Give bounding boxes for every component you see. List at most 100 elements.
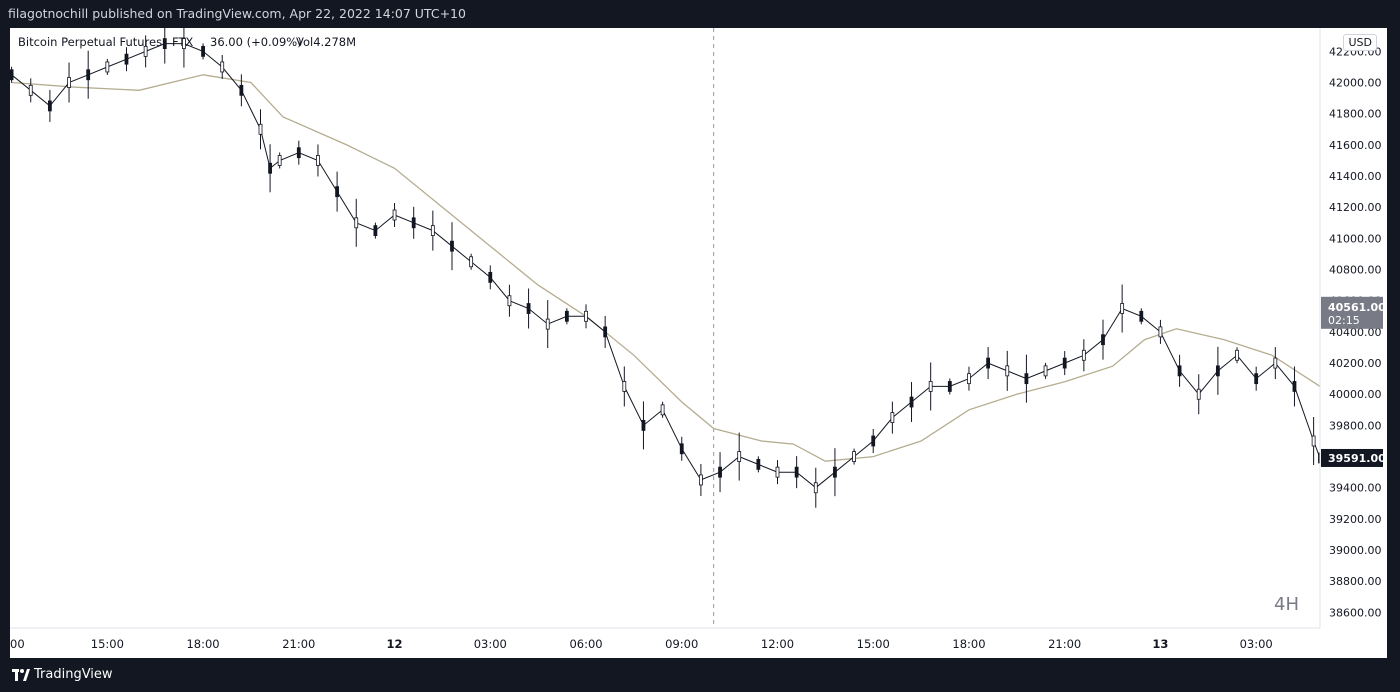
candle-body [201, 45, 205, 57]
candle-body [1043, 365, 1048, 377]
candle-body [1292, 381, 1297, 392]
candle-body [268, 162, 272, 174]
candle-body [124, 53, 129, 65]
publish-header: filagotnochill published on TradingView.… [0, 0, 1400, 28]
candle-body [909, 396, 914, 408]
candle-body [1311, 435, 1316, 447]
candle-body [392, 209, 397, 221]
candle-body [1062, 357, 1067, 369]
candle-body [296, 147, 301, 159]
y-tick-label: 39800.00 [1329, 419, 1382, 432]
candle-body [794, 466, 799, 478]
candle-body [1158, 326, 1163, 338]
tradingview-logo-icon [12, 668, 30, 681]
y-tick-label: 41800.00 [1329, 108, 1382, 121]
candle-body [775, 466, 780, 478]
candle-body [1177, 365, 1182, 377]
chart-area[interactable]: 42200.00 42000.00 41800.00 41600.00 41400.00… [9, 19, 1387, 658]
candle-body [986, 357, 991, 369]
x-tick-label: 03:00 [474, 637, 507, 651]
candle-body [679, 443, 684, 455]
y-tick-label: 40200.00 [1329, 357, 1382, 370]
chart-svg[interactable]: 42200.0042000.0041800.0041600.0041400.00… [9, 19, 1387, 658]
y-tick-label: 41400.00 [1329, 170, 1382, 183]
candle-body [1005, 365, 1010, 377]
last-price-value: 39591.00 [1328, 452, 1386, 465]
candle-body [813, 482, 818, 494]
candle-body [354, 217, 359, 229]
last-price-tag [1321, 448, 1383, 467]
candle-body [258, 123, 263, 135]
publish-header-text: filagotnochill published on TradingView.… [8, 6, 466, 21]
x-tick-label: 21:00 [282, 637, 315, 651]
x-tick-label: 18:00 [952, 637, 985, 651]
x-tick-label: 00 [10, 637, 25, 651]
x-tick-label: 15:00 [857, 637, 890, 651]
candle-body [622, 381, 627, 392]
y-tick-label: 40400.00 [1329, 326, 1382, 339]
y-tick-label: 41000.00 [1329, 232, 1382, 245]
candle-body [890, 412, 895, 424]
candle-body [488, 271, 493, 283]
legend-change: 36.00 (+0.09%) [210, 35, 302, 49]
y-tick-label: 38800.00 [1329, 575, 1382, 588]
candle-body [1254, 373, 1259, 385]
candle-body [277, 155, 282, 166]
candle-body [182, 38, 186, 49]
x-tick-label: 15:00 [91, 637, 124, 651]
candle-body [564, 310, 569, 322]
footer-brand: TradingView [34, 667, 113, 682]
y-tick-label: 41200.00 [1329, 201, 1382, 214]
candle-body [699, 474, 703, 486]
y-tick-label: 39400.00 [1329, 482, 1382, 495]
price-tag [1321, 296, 1383, 329]
candle-body [1120, 303, 1125, 314]
candle-body [1139, 310, 1144, 322]
footer: TradingView [0, 658, 1400, 692]
candle-body [28, 84, 33, 96]
candle-body [928, 381, 933, 392]
candle-body [67, 77, 71, 88]
candle-body [335, 186, 340, 198]
y-tick-label: 40800.00 [1329, 264, 1382, 277]
x-tick-label: 03:00 [1240, 637, 1273, 651]
candle-body [430, 225, 435, 236]
candle-body [162, 38, 167, 49]
candle-body [105, 61, 110, 73]
candle-body [411, 217, 416, 229]
candle-body [967, 373, 971, 385]
candle-body [469, 256, 474, 268]
x-tick-label: 06:00 [569, 637, 602, 651]
candle-body [507, 295, 512, 307]
tradingview-logo[interactable]: TradingView [12, 667, 113, 682]
candle-body [718, 466, 722, 478]
currency-unit-button[interactable]: USD [1343, 34, 1377, 51]
y-tick-label: 40000.00 [1329, 388, 1382, 401]
y-tick-label: 39000.00 [1329, 544, 1382, 557]
candle-body [947, 381, 952, 392]
candle-body [1273, 357, 1278, 369]
x-tick-label: 09:00 [665, 637, 698, 651]
candle-body [545, 318, 550, 330]
candle-body [143, 45, 148, 57]
candle-body [239, 84, 244, 96]
candle-body [9, 69, 14, 81]
legend-exchange: FTX [172, 35, 193, 49]
candle-body [316, 155, 320, 166]
candle-body [1081, 349, 1086, 361]
candle-body [737, 451, 742, 462]
price-tag-countdown: 02:15 [1328, 314, 1360, 327]
candle-body [603, 326, 608, 338]
candle-body [1024, 373, 1029, 385]
candle-body [871, 435, 876, 447]
y-tick-label: 41600.00 [1329, 139, 1382, 152]
y-tick-label: 42000.00 [1329, 77, 1382, 90]
candle-body [1235, 349, 1239, 361]
candle-body [1215, 365, 1220, 377]
x-tick-label: 12:00 [761, 637, 794, 651]
candle-body [852, 451, 856, 462]
price-tag-value: 40561.00 [1328, 301, 1386, 314]
y-tick-label: 39200.00 [1329, 513, 1382, 526]
price-line [11, 43, 1321, 489]
candle-body [833, 466, 837, 478]
